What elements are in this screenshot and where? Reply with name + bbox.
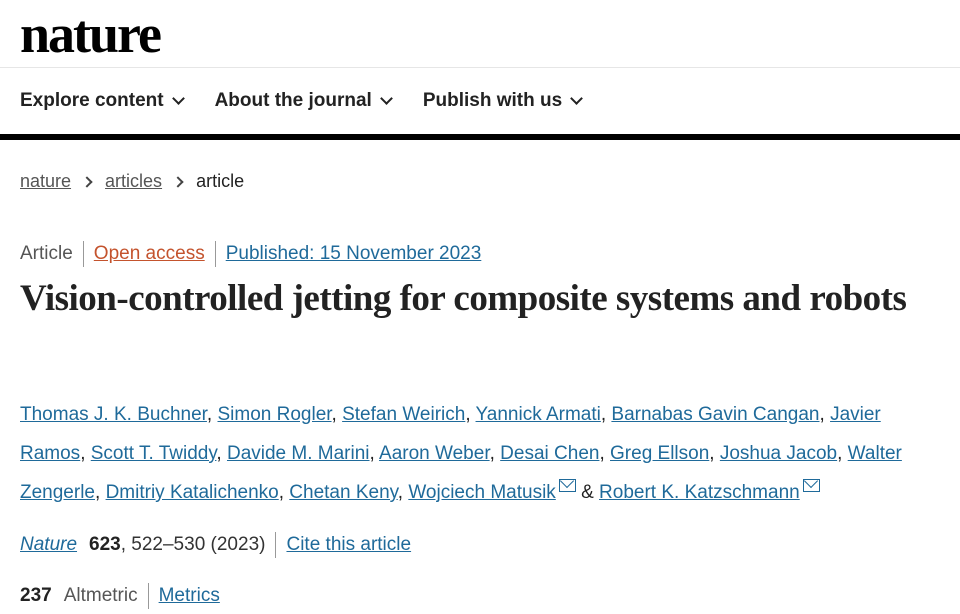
author-link[interactable]: Greg Ellson — [610, 443, 710, 464]
author-link[interactable]: Wojciech Matusik — [408, 482, 556, 503]
article-meta: Article Open access Published: 15 Novemb… — [20, 241, 481, 267]
altmetric-label: Altmetric — [63, 585, 138, 606]
author-link[interactable]: Joshua Jacob — [719, 443, 838, 464]
journal-link[interactable]: Nature — [20, 534, 78, 555]
author-list: Thomas J. K. Buchner, Simon Rogler, Stef… — [20, 404, 902, 503]
divider — [214, 241, 216, 267]
author-link[interactable]: Yannick Armati — [475, 404, 601, 425]
article-type: Article — [20, 243, 73, 264]
breadcrumb-articles[interactable]: articles — [105, 171, 163, 191]
published-date[interactable]: Published: 15 November 2023 — [225, 243, 482, 264]
author-link[interactable]: Davide M. Marini — [226, 443, 370, 464]
nav-about-journal[interactable]: About the journal — [214, 90, 393, 112]
author-link[interactable]: Javier Ramos — [20, 404, 881, 464]
pages-year: , 522–530 (2023) — [120, 534, 266, 555]
author-conjunction: & — [581, 482, 594, 503]
author-link[interactable]: Robert K. Katzschmann — [599, 482, 800, 503]
divider — [275, 532, 277, 558]
nature-logo[interactable]: nature — [20, 4, 162, 64]
nav-publish-with-us[interactable]: Publish with us — [422, 90, 584, 112]
chevron-down-icon — [570, 92, 584, 105]
author-link[interactable]: Desai Chen — [500, 443, 600, 464]
altmetric-score: 237 — [20, 585, 52, 606]
nav-explore-content[interactable]: Explore content — [20, 90, 185, 112]
author-link[interactable]: Aaron Weber — [379, 443, 490, 464]
main-nav: Explore content About the journal Publis… — [20, 90, 613, 112]
header-bar — [0, 134, 960, 140]
divider — [147, 583, 149, 609]
email-icon[interactable] — [802, 479, 820, 492]
author-link[interactable]: Walter Zengerle — [20, 443, 902, 503]
author-link[interactable]: Dmitriy Katalichenko — [105, 482, 279, 503]
volume: 623 — [89, 534, 121, 555]
email-icon[interactable] — [558, 479, 576, 492]
open-access-link[interactable]: Open access — [93, 243, 205, 264]
author-link[interactable]: Stefan Weirich — [342, 404, 466, 425]
citation: Nature 623 , 522–530 (2023) Cite this ar… — [20, 532, 411, 558]
nav-label: About the journal — [214, 90, 372, 111]
divider — [82, 241, 84, 267]
article-title: Vision-controlled jetting for composite … — [20, 278, 907, 319]
author-link[interactable]: Barnabas Gavin Cangan — [611, 404, 820, 425]
divider — [0, 67, 960, 68]
author-link[interactable]: Thomas J. K. Buchner — [20, 404, 207, 425]
nav-label: Publish with us — [422, 90, 563, 111]
chevron-down-icon — [379, 92, 393, 105]
cite-this-article-link[interactable]: Cite this article — [286, 534, 412, 555]
author-link[interactable]: Simon Rogler — [217, 404, 332, 425]
altmetric: 237 Altmetric Metrics — [20, 583, 220, 609]
breadcrumb-current: article — [196, 171, 245, 191]
nav-label: Explore content — [20, 90, 164, 111]
breadcrumb: nature articles article — [20, 171, 244, 192]
chevron-down-icon — [171, 92, 185, 105]
author-link[interactable]: Chetan Keny — [289, 482, 398, 503]
metrics-link[interactable]: Metrics — [158, 585, 220, 606]
chevron-right-icon — [81, 175, 93, 188]
chevron-right-icon — [172, 175, 184, 188]
breadcrumb-nature[interactable]: nature — [20, 171, 72, 191]
author-link[interactable]: Scott T. Twiddy — [90, 443, 217, 464]
